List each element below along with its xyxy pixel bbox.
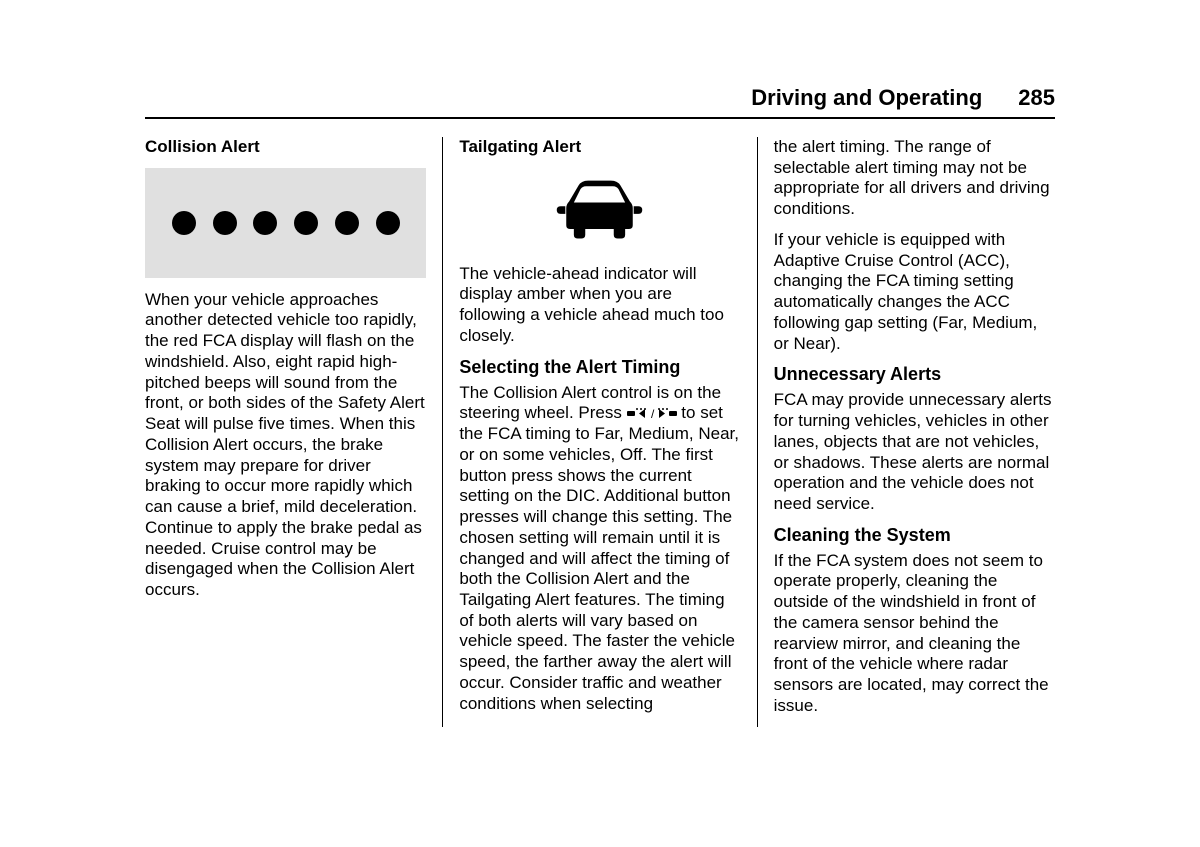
col3-paragraph-3: FCA may provide unnecessary alerts for t…	[774, 390, 1055, 514]
alert-dot	[376, 211, 400, 235]
car-icon	[552, 176, 647, 246]
col2-heading-2: Selecting the Alert Timing	[459, 357, 740, 379]
col3-paragraph-1: the alert timing. The range of selectabl…	[774, 137, 1055, 220]
alert-dot	[335, 211, 359, 235]
col3-heading-1: Unnecessary Alerts	[774, 364, 1055, 386]
col2-paragraph-2: The Collision Alert control is on the st…	[459, 383, 740, 715]
column-2: Tailgating Alert The vehicle-ahead indic…	[443, 137, 756, 727]
page-number: 285	[1018, 85, 1055, 111]
col3-paragraph-4: If the FCA system does not seem to opera…	[774, 551, 1055, 717]
alert-dot	[172, 211, 196, 235]
vehicle-ahead-icon	[459, 176, 740, 246]
col1-heading: Collision Alert	[145, 137, 426, 158]
col2-p2-post: to set the FCA timing to Far, Medium, Ne…	[459, 403, 739, 712]
alert-dot	[253, 211, 277, 235]
column-1: Collision Alert When your vehicle approa…	[145, 137, 442, 727]
page-header: Driving and Operating 285	[145, 85, 1055, 119]
chapter-title: Driving and Operating	[751, 85, 982, 111]
col2-heading-1: Tailgating Alert	[459, 137, 740, 158]
col3-heading-2: Cleaning the System	[774, 525, 1055, 547]
collision-alert-graphic	[145, 168, 426, 278]
content-columns: Collision Alert When your vehicle approa…	[145, 137, 1055, 727]
col3-paragraph-2: If your vehicle is equipped with Adaptiv…	[774, 230, 1055, 354]
svg-text:/: /	[651, 407, 655, 421]
column-3: the alert timing. The range of selectabl…	[758, 137, 1055, 727]
alert-dot	[294, 211, 318, 235]
alert-dot	[213, 211, 237, 235]
gap-button-icon: /	[627, 406, 677, 422]
col1-paragraph: When your vehicle approaches another det…	[145, 290, 426, 601]
col2-paragraph-1: The vehicle-ahead indicator will display…	[459, 264, 740, 347]
